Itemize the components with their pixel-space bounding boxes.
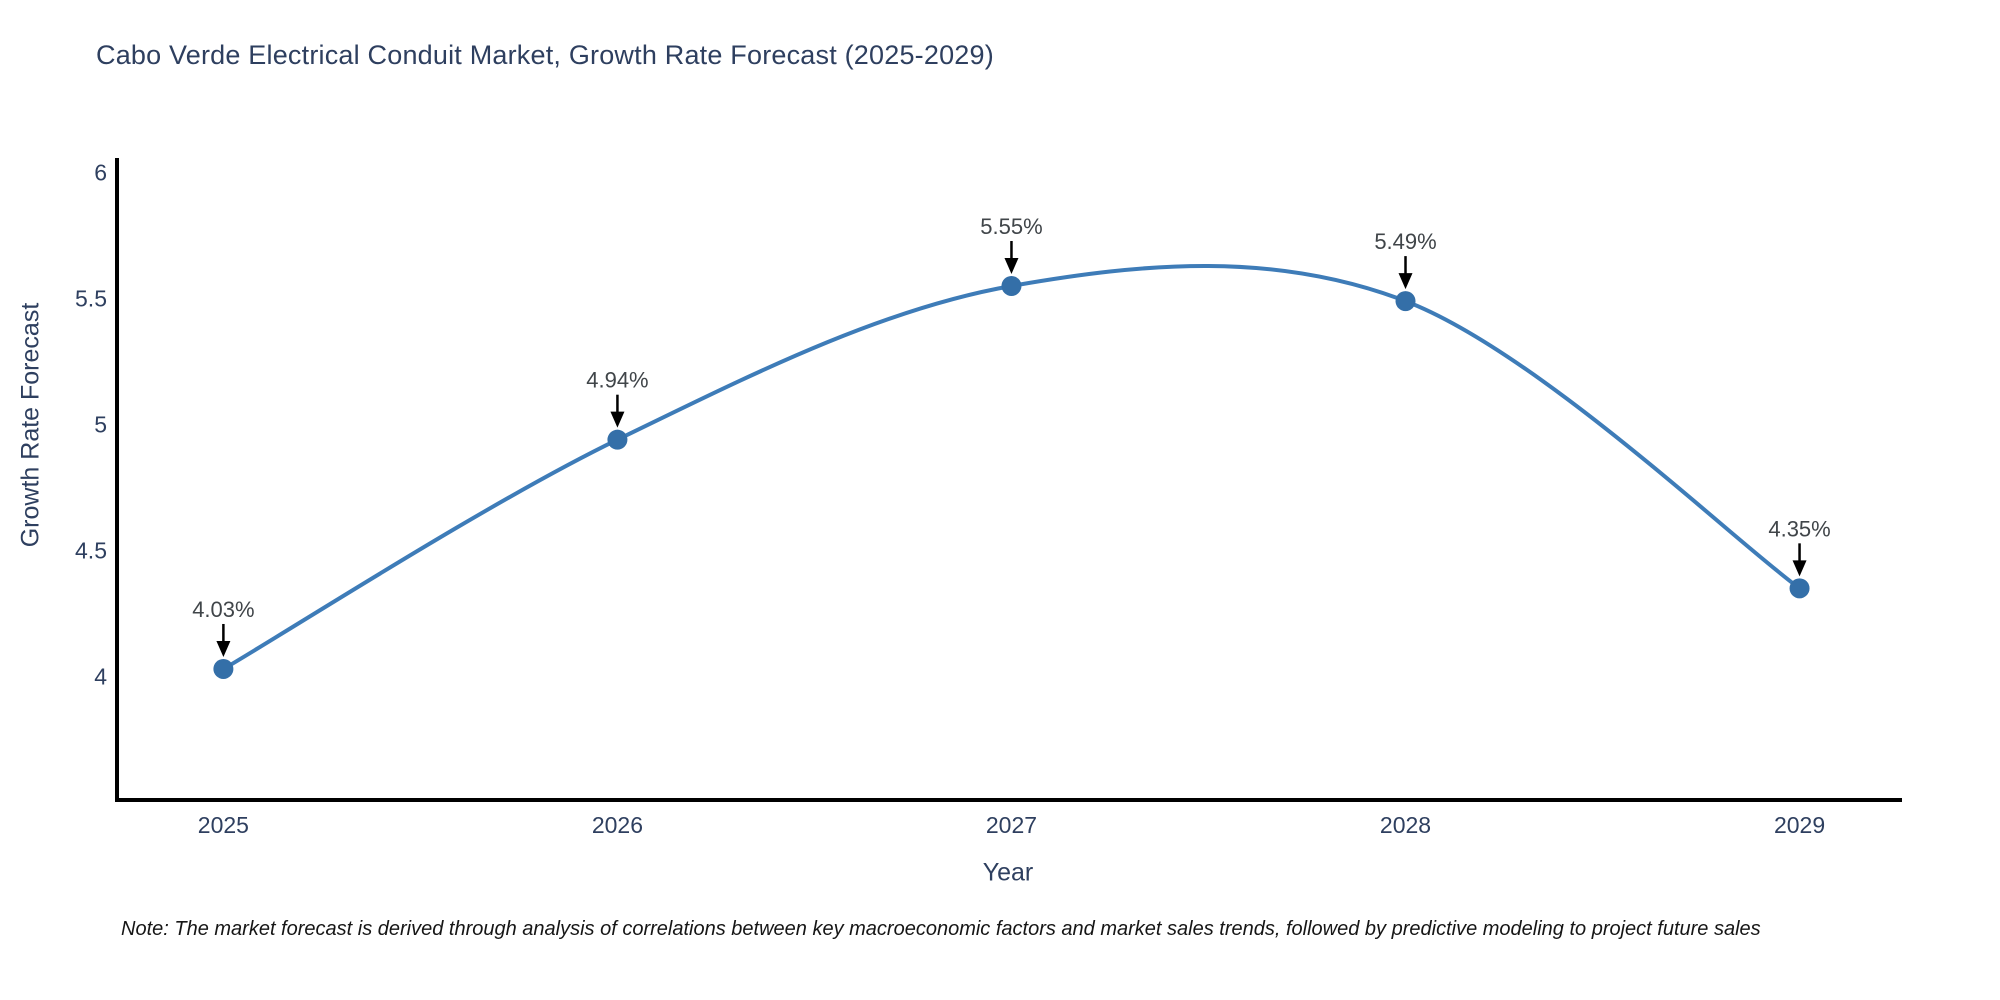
chart-title: Cabo Verde Electrical Conduit Market, Gr…: [96, 40, 994, 70]
annotation-arrowhead-icon: [610, 411, 625, 428]
y-tick-label: 4: [94, 664, 107, 690]
data-point-2026: [607, 429, 628, 450]
x-axis-title: Year: [982, 858, 1034, 887]
annotation-arrowhead-icon: [1398, 273, 1413, 290]
point-annotation: 5.49%: [1374, 229, 1436, 254]
data-point-2029: [1789, 578, 1810, 599]
annotation-arrowhead-icon: [1004, 257, 1019, 274]
y-tick-label: 5.5: [75, 286, 107, 312]
point-annotation: 4.03%: [192, 597, 254, 622]
x-tick-label: 2025: [198, 812, 249, 838]
x-tick-label: 2027: [986, 812, 1037, 838]
forecast-line: [221, 263, 1802, 671]
y-tick-label: 4.5: [75, 538, 107, 564]
x-tick-label: 2029: [1774, 812, 1825, 838]
point-annotation: 4.94%: [586, 368, 648, 393]
y-tick-label: 6: [94, 160, 107, 186]
annotation-arrowhead-icon: [216, 640, 231, 657]
annotation-arrowhead-icon: [1792, 560, 1807, 577]
point-annotation: 5.55%: [980, 214, 1042, 239]
point-annotation: 4.35%: [1768, 516, 1830, 541]
x-tick-label: 2028: [1380, 812, 1431, 838]
data-point-2027: [1001, 275, 1022, 296]
x-tick-label: 2026: [592, 812, 643, 838]
data-point-2028: [1395, 291, 1416, 312]
data-point-2025: [213, 658, 234, 679]
footnote: Note: The market forecast is derived thr…: [121, 918, 1761, 940]
y-tick-label: 5: [94, 412, 107, 438]
